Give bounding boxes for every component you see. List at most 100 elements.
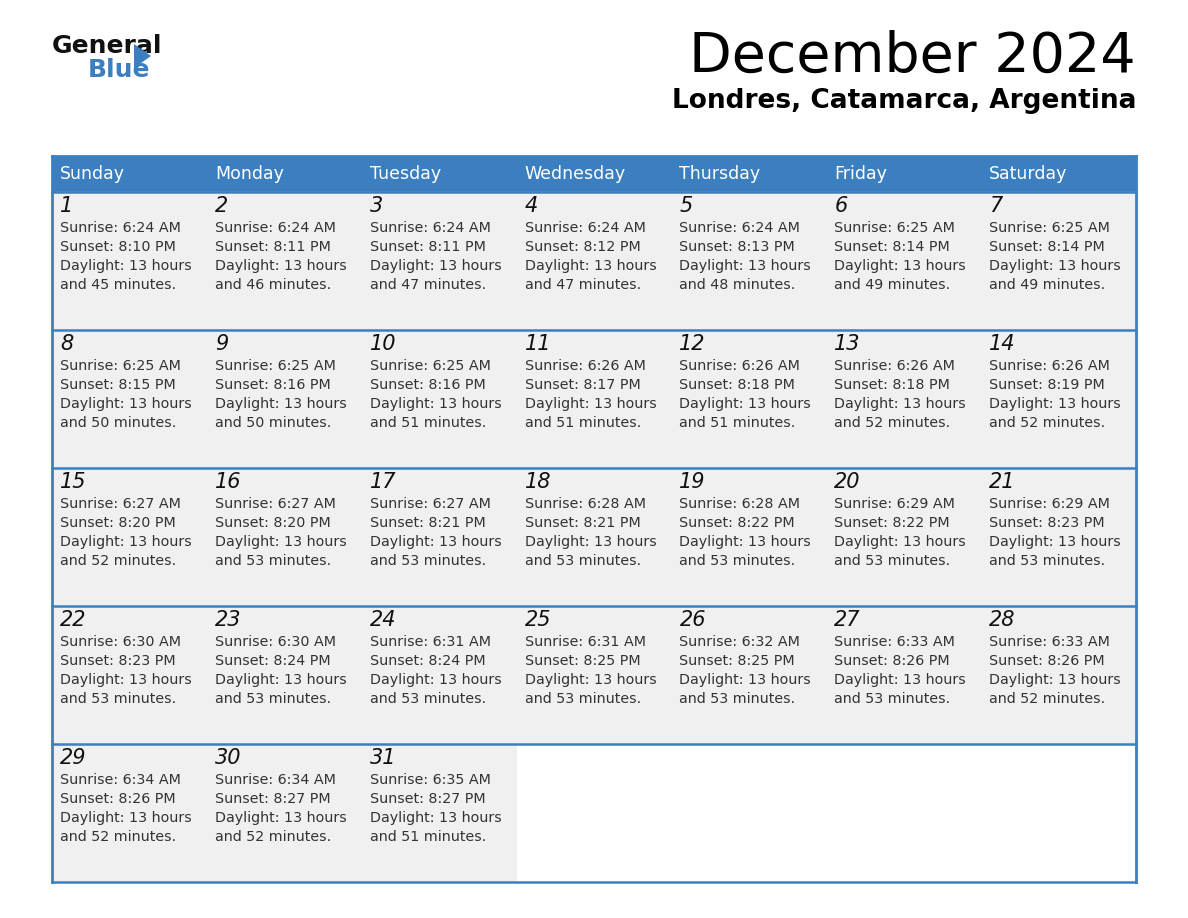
- Text: Sunset: 8:10 PM: Sunset: 8:10 PM: [61, 240, 176, 254]
- Text: Sunrise: 6:26 AM: Sunrise: 6:26 AM: [990, 359, 1110, 373]
- Text: 7: 7: [990, 196, 1003, 216]
- Text: Sunrise: 6:28 AM: Sunrise: 6:28 AM: [525, 497, 645, 511]
- Text: 16: 16: [215, 472, 241, 492]
- Text: Sunset: 8:12 PM: Sunset: 8:12 PM: [525, 240, 640, 254]
- Text: Sunrise: 6:25 AM: Sunrise: 6:25 AM: [369, 359, 491, 373]
- Bar: [827, 744, 981, 882]
- Bar: [52, 156, 207, 192]
- Bar: [981, 606, 1136, 744]
- Text: Daylight: 13 hours: Daylight: 13 hours: [61, 673, 191, 687]
- Text: and 51 minutes.: and 51 minutes.: [525, 416, 640, 430]
- Text: and 50 minutes.: and 50 minutes.: [61, 416, 176, 430]
- Text: Sunrise: 6:31 AM: Sunrise: 6:31 AM: [369, 635, 491, 649]
- Text: and 53 minutes.: and 53 minutes.: [990, 554, 1105, 568]
- Bar: [517, 192, 671, 330]
- Bar: [827, 156, 981, 192]
- Text: Sunday: Sunday: [61, 165, 125, 183]
- Text: Sunrise: 6:27 AM: Sunrise: 6:27 AM: [369, 497, 491, 511]
- Text: and 53 minutes.: and 53 minutes.: [215, 554, 331, 568]
- Text: and 52 minutes.: and 52 minutes.: [61, 554, 176, 568]
- Text: Daylight: 13 hours: Daylight: 13 hours: [525, 397, 656, 411]
- Text: Daylight: 13 hours: Daylight: 13 hours: [680, 397, 811, 411]
- Text: Sunset: 8:26 PM: Sunset: 8:26 PM: [834, 654, 950, 668]
- Text: Daylight: 13 hours: Daylight: 13 hours: [525, 673, 656, 687]
- Text: Sunrise: 6:32 AM: Sunrise: 6:32 AM: [680, 635, 801, 649]
- Bar: [671, 606, 827, 744]
- Bar: [981, 192, 1136, 330]
- Bar: [827, 330, 981, 468]
- Text: and 52 minutes.: and 52 minutes.: [990, 416, 1105, 430]
- Text: Daylight: 13 hours: Daylight: 13 hours: [215, 259, 347, 273]
- Text: Sunset: 8:24 PM: Sunset: 8:24 PM: [369, 654, 486, 668]
- Bar: [671, 468, 827, 606]
- Text: Sunrise: 6:33 AM: Sunrise: 6:33 AM: [990, 635, 1110, 649]
- Bar: [671, 156, 827, 192]
- Text: Blue: Blue: [88, 58, 151, 82]
- Text: Sunset: 8:21 PM: Sunset: 8:21 PM: [525, 516, 640, 530]
- Bar: [517, 744, 671, 882]
- Text: Daylight: 13 hours: Daylight: 13 hours: [215, 397, 347, 411]
- Text: Sunrise: 6:25 AM: Sunrise: 6:25 AM: [990, 221, 1110, 235]
- Bar: [827, 606, 981, 744]
- Text: and 51 minutes.: and 51 minutes.: [369, 416, 486, 430]
- Text: Sunset: 8:21 PM: Sunset: 8:21 PM: [369, 516, 486, 530]
- Text: Sunset: 8:27 PM: Sunset: 8:27 PM: [369, 792, 486, 806]
- Text: and 53 minutes.: and 53 minutes.: [525, 554, 640, 568]
- Text: 14: 14: [990, 334, 1016, 354]
- Text: and 52 minutes.: and 52 minutes.: [61, 830, 176, 844]
- Text: Sunset: 8:20 PM: Sunset: 8:20 PM: [61, 516, 176, 530]
- Text: Tuesday: Tuesday: [369, 165, 441, 183]
- Text: Daylight: 13 hours: Daylight: 13 hours: [680, 535, 811, 549]
- Text: Sunrise: 6:26 AM: Sunrise: 6:26 AM: [834, 359, 955, 373]
- Text: Sunrise: 6:27 AM: Sunrise: 6:27 AM: [215, 497, 336, 511]
- Text: 24: 24: [369, 610, 397, 630]
- Text: Daylight: 13 hours: Daylight: 13 hours: [215, 673, 347, 687]
- Text: Daylight: 13 hours: Daylight: 13 hours: [834, 535, 966, 549]
- Bar: [981, 468, 1136, 606]
- Text: and 53 minutes.: and 53 minutes.: [61, 692, 176, 706]
- Text: Daylight: 13 hours: Daylight: 13 hours: [680, 259, 811, 273]
- Text: Sunrise: 6:26 AM: Sunrise: 6:26 AM: [525, 359, 645, 373]
- Text: and 53 minutes.: and 53 minutes.: [369, 692, 486, 706]
- Bar: [361, 330, 517, 468]
- Text: 5: 5: [680, 196, 693, 216]
- Text: General: General: [52, 34, 163, 58]
- Text: 3: 3: [369, 196, 383, 216]
- Text: Sunrise: 6:33 AM: Sunrise: 6:33 AM: [834, 635, 955, 649]
- Text: and 53 minutes.: and 53 minutes.: [680, 554, 796, 568]
- Text: Sunset: 8:14 PM: Sunset: 8:14 PM: [834, 240, 950, 254]
- Text: Sunrise: 6:29 AM: Sunrise: 6:29 AM: [990, 497, 1110, 511]
- Text: and 45 minutes.: and 45 minutes.: [61, 278, 176, 292]
- Text: 29: 29: [61, 748, 87, 768]
- Bar: [207, 606, 361, 744]
- Text: Sunrise: 6:27 AM: Sunrise: 6:27 AM: [61, 497, 181, 511]
- Text: Daylight: 13 hours: Daylight: 13 hours: [990, 673, 1121, 687]
- Text: Sunset: 8:18 PM: Sunset: 8:18 PM: [834, 378, 950, 392]
- Text: Daylight: 13 hours: Daylight: 13 hours: [525, 535, 656, 549]
- Text: and 49 minutes.: and 49 minutes.: [834, 278, 950, 292]
- Text: 30: 30: [215, 748, 241, 768]
- Text: 10: 10: [369, 334, 397, 354]
- Text: Sunset: 8:16 PM: Sunset: 8:16 PM: [215, 378, 330, 392]
- Text: and 49 minutes.: and 49 minutes.: [990, 278, 1105, 292]
- Text: Daylight: 13 hours: Daylight: 13 hours: [61, 259, 191, 273]
- Text: 19: 19: [680, 472, 706, 492]
- Bar: [517, 606, 671, 744]
- Text: Sunset: 8:13 PM: Sunset: 8:13 PM: [680, 240, 795, 254]
- Bar: [207, 330, 361, 468]
- Text: and 47 minutes.: and 47 minutes.: [525, 278, 640, 292]
- Text: 25: 25: [525, 610, 551, 630]
- Text: 28: 28: [990, 610, 1016, 630]
- Text: Sunrise: 6:30 AM: Sunrise: 6:30 AM: [61, 635, 181, 649]
- Text: Sunrise: 6:34 AM: Sunrise: 6:34 AM: [215, 773, 336, 787]
- Text: and 53 minutes.: and 53 minutes.: [525, 692, 640, 706]
- Bar: [517, 468, 671, 606]
- Text: and 52 minutes.: and 52 minutes.: [990, 692, 1105, 706]
- Text: 13: 13: [834, 334, 861, 354]
- Text: Sunset: 8:22 PM: Sunset: 8:22 PM: [834, 516, 950, 530]
- Text: and 51 minutes.: and 51 minutes.: [680, 416, 796, 430]
- Text: December 2024: December 2024: [689, 30, 1136, 84]
- Bar: [207, 192, 361, 330]
- Text: and 51 minutes.: and 51 minutes.: [369, 830, 486, 844]
- Text: Sunrise: 6:30 AM: Sunrise: 6:30 AM: [215, 635, 336, 649]
